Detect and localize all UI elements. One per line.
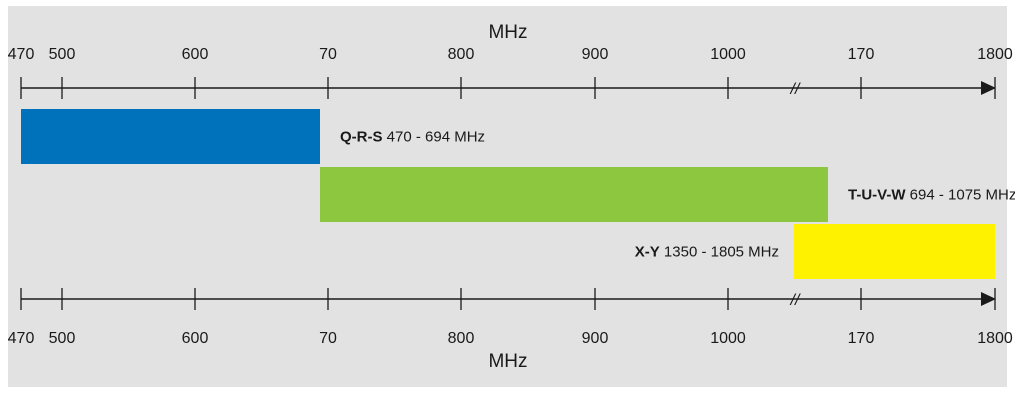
bottom-axis-tick-label: 1000 [710, 330, 746, 347]
band-name: Q-R-S [340, 129, 383, 146]
top-axis-tick-label: 1000 [710, 46, 746, 63]
top-axis-tick-label: 900 [582, 46, 609, 63]
band-label: T-U-V-W 694 - 1075 MHz [848, 187, 1015, 204]
band-x-y: X-Y 1350 - 1805 MHz [635, 224, 995, 279]
bottom-axis-arrowhead [981, 292, 996, 306]
top-axis-tick-label: 600 [182, 46, 209, 63]
bottom-axis: 470 500 600 70 800 900 1000 170 1800 // [8, 288, 1013, 347]
band-bar [320, 167, 828, 222]
top-axis-tick-label: 470 [8, 46, 35, 63]
band-t-u-v-w: T-U-V-W 694 - 1075 MHz [320, 167, 1015, 222]
bottom-axis-tick-label: 1800 [977, 330, 1013, 347]
band-bar [794, 224, 995, 279]
bottom-axis-tick-label: 470 [8, 330, 35, 347]
bottom-axis-tick-label: 600 [182, 330, 209, 347]
top-axis-tick-label: 500 [49, 46, 76, 63]
top-axis-tick-label: 800 [448, 46, 475, 63]
band-label: X-Y 1350 - 1805 MHz [635, 244, 779, 261]
band-label: Q-R-S 470 - 694 MHz [340, 129, 485, 146]
band-range: 1350 - 1805 MHz [660, 244, 779, 261]
band-range: 694 - 1075 MHz [906, 187, 1015, 204]
top-axis-unit-label: MHz [488, 22, 527, 43]
band-name: X-Y [635, 244, 660, 261]
bottom-axis-unit-label: MHz [488, 351, 527, 372]
top-axis-tick-label: 1800 [977, 46, 1013, 63]
top-axis-tick-label: 170 [848, 46, 875, 63]
band-bar [21, 109, 320, 164]
bottom-axis-tick-label: 70 [319, 330, 337, 347]
top-axis-tick-label: 70 [319, 46, 337, 63]
band-range: 470 - 694 MHz [383, 129, 486, 146]
band-name: T-U-V-W [848, 187, 906, 204]
band-q-r-s: Q-R-S 470 - 694 MHz [21, 109, 485, 164]
top-axis: 470 500 600 70 800 900 1000 170 1800 // [8, 46, 1013, 99]
bottom-axis-break-marker: // [790, 292, 801, 309]
bottom-axis-tick-label: 170 [848, 330, 875, 347]
bottom-axis-tick-label: 500 [49, 330, 76, 347]
bottom-axis-tick-label: 900 [582, 330, 609, 347]
top-axis-break-marker: // [790, 81, 801, 98]
top-axis-arrowhead [981, 81, 996, 95]
bottom-axis-tick-label: 800 [448, 330, 475, 347]
